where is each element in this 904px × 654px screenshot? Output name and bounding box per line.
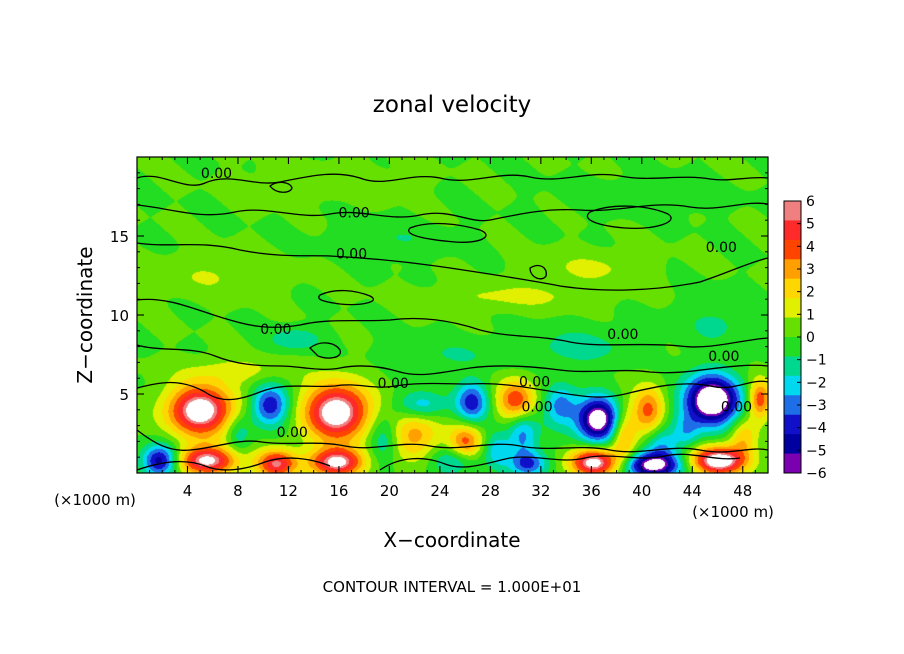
contour-label: 0.00 xyxy=(378,376,409,392)
contour-line xyxy=(586,205,672,229)
x-axis-label: X−coordinate xyxy=(383,528,520,552)
colorbar-tick-label: −2 xyxy=(806,375,827,391)
colorbar-tick-label: −5 xyxy=(806,443,827,459)
contour-label: 0.00 xyxy=(201,166,232,182)
colorbar-tick-label: −3 xyxy=(806,398,827,414)
colorbar-swatch xyxy=(784,278,801,299)
contour-label: 0.00 xyxy=(607,327,638,343)
contour-label: 0.00 xyxy=(708,349,739,365)
contour-line xyxy=(136,173,769,186)
contour-line xyxy=(529,264,547,280)
x-tick-label: 8 xyxy=(233,482,243,500)
plot-area: 0.00 0.00 0.00 0.00 0.00 0.00 0.00 0.00 0.00 0.00… xyxy=(110,156,769,500)
colorbar-tick-label: 4 xyxy=(806,239,815,255)
contour-label: 0.00 xyxy=(721,400,752,416)
x-tick-label: 48 xyxy=(733,482,752,500)
colorbar-swatch xyxy=(784,239,801,260)
contour-label: 0.00 xyxy=(706,240,737,256)
x-axis: 4 8 12 16 20 24 28 32 36 40 44 48 xyxy=(149,157,756,500)
heatmap-field xyxy=(137,157,768,473)
y-tick-label: 10 xyxy=(110,307,129,325)
chart-title: zonal velocity xyxy=(373,92,531,118)
contour-label: 0.00 xyxy=(519,374,550,390)
x-tick-label: 4 xyxy=(183,482,193,500)
colorbar-swatch xyxy=(784,317,801,338)
x-tick-label: 40 xyxy=(632,482,651,500)
contour-labels: 0.00 0.00 0.00 0.00 0.00 0.00 0.00 0.00 0.00 0.00… xyxy=(201,166,752,441)
colorbar-tick-label: 0 xyxy=(806,330,815,346)
contour-line xyxy=(136,344,769,376)
contour-line xyxy=(318,289,374,306)
x-tick-label: 16 xyxy=(329,482,348,500)
y-tick-label: 5 xyxy=(119,386,129,404)
colorbar-swatch xyxy=(784,337,801,357)
contour-line xyxy=(269,181,293,193)
colorbar-tick-label: 2 xyxy=(806,285,815,301)
colorbar-swatch xyxy=(784,220,801,241)
x-unit-label-right: (×1000 m) xyxy=(692,503,774,521)
colorbar-tick-label: 3 xyxy=(806,262,815,278)
contour-line xyxy=(136,202,769,222)
colorbar-swatch xyxy=(784,356,801,377)
contour-label: 0.00 xyxy=(260,322,291,338)
x-tick-label: 32 xyxy=(531,482,550,500)
colorbar-tick-label: −1 xyxy=(806,353,827,369)
x-tick-label: 28 xyxy=(481,482,500,500)
contour-line xyxy=(136,298,769,348)
x-tick-label: 20 xyxy=(380,482,399,500)
colorbar-tick-label: 1 xyxy=(806,307,815,323)
contour-line xyxy=(379,453,741,471)
colorbar-tick-label: 6 xyxy=(806,194,815,210)
y-axis-label: Z−coordinate xyxy=(73,246,97,383)
contour-line xyxy=(136,429,769,453)
contour-label: 0.00 xyxy=(336,246,367,262)
y-tick-label: 15 xyxy=(110,228,129,246)
contour-line xyxy=(309,342,341,359)
colorbar-tick-label: −6 xyxy=(806,466,827,482)
contour-line xyxy=(136,242,769,291)
colorbar-swatch xyxy=(784,453,801,474)
colorbar-swatch xyxy=(784,375,801,396)
contour-line xyxy=(408,222,487,243)
colorbar-swatch xyxy=(784,259,801,280)
contour-interval-note: CONTOUR INTERVAL = 1.000E+01 xyxy=(323,578,582,596)
colorbar-swatch xyxy=(784,201,801,221)
x-unit-label-left: (×1000 m) xyxy=(54,491,136,509)
x-tick-label: 12 xyxy=(279,482,298,500)
colorbar-tick-label: −4 xyxy=(806,421,827,437)
contour-label: 0.00 xyxy=(521,400,552,416)
contour-line xyxy=(136,380,769,401)
colorbar-swatch xyxy=(784,414,801,435)
x-tick-label: 24 xyxy=(430,482,449,500)
colorbar-tick-label: 5 xyxy=(806,217,815,233)
contour-label: 0.00 xyxy=(338,205,369,221)
x-tick-label: 36 xyxy=(582,482,601,500)
y-axis: 5 10 15 xyxy=(110,172,768,458)
contour-line xyxy=(136,457,331,471)
colorbar-swatch xyxy=(784,395,801,416)
colorbar-swatch xyxy=(784,298,801,319)
contour-label: 0.00 xyxy=(277,425,308,441)
colorbar-swatch xyxy=(784,434,801,455)
contour-lines xyxy=(136,173,769,471)
colorbar: 6 5 4 3 2 1 0 −1 −2 −3 −4 −5 −6 xyxy=(783,194,827,482)
x-tick-label: 44 xyxy=(683,482,702,500)
